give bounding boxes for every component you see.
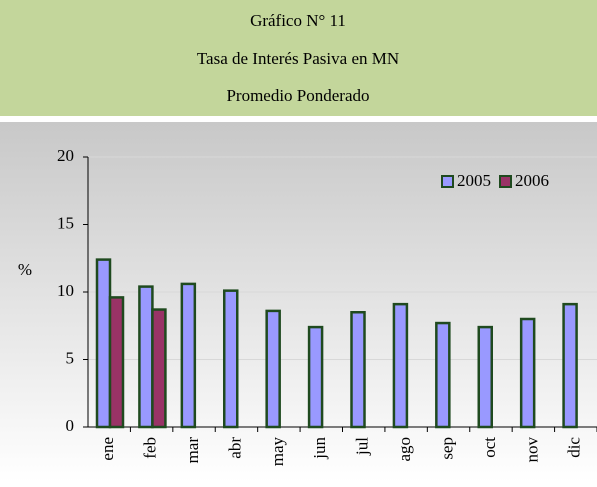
header-line: Tasa de Interés Pasiva en MN (197, 49, 399, 68)
bar (108, 296, 125, 429)
x-tick-label: jun (310, 437, 329, 460)
legend-swatch (441, 175, 454, 188)
x-tick-label: oct (480, 437, 499, 458)
legend-label: 2006 (515, 171, 549, 190)
x-tick-label: dic (565, 437, 584, 458)
bar (435, 321, 451, 429)
header-line: Promedio Ponderado (226, 86, 369, 105)
x-tick-label: sep (437, 437, 456, 460)
x-tick-label: ago (395, 437, 414, 462)
bar (350, 311, 366, 429)
bar (477, 325, 493, 429)
y-tick-label: 15 (57, 213, 74, 232)
bar (180, 282, 197, 429)
y-axis-label: % (18, 260, 32, 279)
bar (307, 325, 324, 429)
bar (151, 308, 167, 429)
bar (519, 317, 536, 429)
header-box (0, 0, 597, 116)
header-line: Gráfico N° 11 (250, 11, 346, 30)
bar (95, 258, 112, 429)
y-tick-label: 10 (57, 281, 74, 300)
x-tick-label: abr (225, 437, 244, 459)
y-tick-label: 0 (66, 416, 75, 435)
bar (138, 285, 154, 429)
legend-label: 2005 (457, 171, 491, 190)
bar (562, 302, 578, 429)
bar (392, 302, 409, 429)
y-tick-label: 5 (66, 348, 75, 367)
x-tick-label: may (268, 437, 287, 467)
x-tick-label: nov (522, 437, 541, 463)
x-tick-label: feb (141, 437, 160, 459)
x-tick-label: ene (98, 437, 117, 461)
x-tick-label: mar (183, 437, 202, 464)
y-tick-label: 20 (57, 146, 74, 165)
bar (223, 289, 239, 429)
x-tick-label: jul (353, 437, 372, 456)
legend-swatch (499, 175, 512, 188)
bar (265, 309, 281, 429)
